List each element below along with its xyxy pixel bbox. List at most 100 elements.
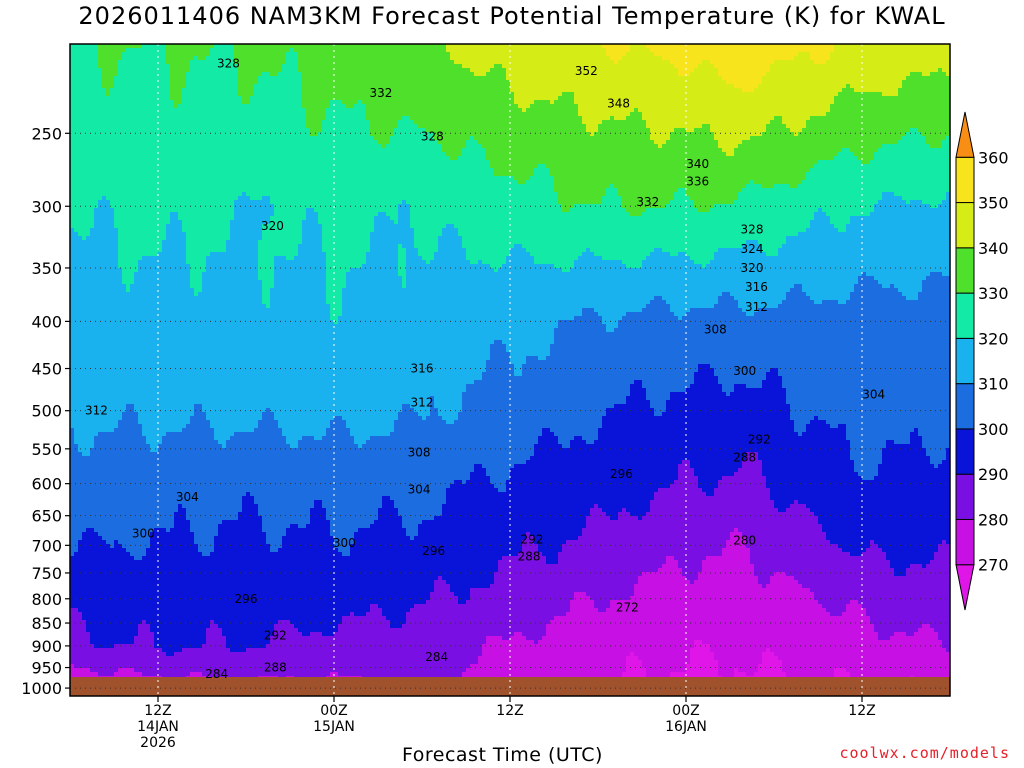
heat-cell <box>234 68 239 73</box>
heat-cell <box>750 96 755 101</box>
heat-cell <box>502 76 507 81</box>
heat-cell <box>770 124 775 129</box>
heat-cell <box>250 44 255 49</box>
heat-cell <box>194 48 199 53</box>
heat-cell <box>226 64 231 69</box>
heat-cell <box>294 104 299 109</box>
heat-cell <box>946 92 950 97</box>
heat-cell <box>406 132 411 137</box>
heat-cell <box>838 112 843 117</box>
heat-cell <box>642 100 647 105</box>
heat-cell <box>414 60 419 65</box>
heat-cell <box>98 44 103 49</box>
heat-cell <box>238 52 243 57</box>
heat-cell <box>698 116 703 121</box>
heat-cell <box>514 120 519 125</box>
heat-cell <box>706 108 711 113</box>
heat-cell <box>534 56 539 61</box>
heat-cell <box>738 108 743 113</box>
heat-cell <box>218 96 223 101</box>
heat-cell <box>178 88 183 93</box>
heat-cell <box>930 64 935 69</box>
heat-cell <box>222 124 227 129</box>
heat-cell <box>246 96 251 101</box>
heat-cell <box>466 76 471 81</box>
heat-cell <box>690 68 695 73</box>
heat-cell <box>666 116 671 121</box>
heat-cell <box>438 80 443 85</box>
heat-cell <box>366 80 371 85</box>
heat-cell <box>526 84 531 89</box>
heat-cell <box>354 112 359 117</box>
heat-cell <box>558 64 563 69</box>
heat-cell <box>354 108 359 113</box>
heat-cell <box>242 48 247 53</box>
heat-cell <box>466 104 471 109</box>
heat-cell <box>734 96 739 101</box>
heat-cell <box>838 44 843 49</box>
heat-cell <box>310 56 315 61</box>
heat-cell <box>294 100 299 105</box>
heat-cell <box>578 76 583 81</box>
heat-cell <box>574 80 579 85</box>
heat-cell <box>274 60 279 65</box>
heat-cell <box>826 124 831 129</box>
heat-cell <box>850 124 855 129</box>
heat-cell <box>410 80 415 85</box>
heat-cell <box>730 128 735 133</box>
heat-cell <box>938 68 943 73</box>
heat-cell <box>194 52 199 57</box>
heat-cell <box>554 104 559 109</box>
heat-cell <box>294 92 299 97</box>
heat-cell <box>666 44 671 49</box>
heat-cell <box>322 92 327 97</box>
heat-cell <box>422 56 427 61</box>
heat-cell <box>274 116 279 121</box>
heat-cell <box>466 96 471 101</box>
heat-cell <box>522 64 527 69</box>
heat-cell <box>266 44 271 49</box>
heat-cell <box>746 92 751 97</box>
heat-cell <box>930 68 935 73</box>
heat-cell <box>358 84 363 89</box>
heat-cell <box>78 108 83 113</box>
heat-cell <box>946 88 950 93</box>
heat-cell <box>234 104 239 109</box>
heat-cell <box>74 72 79 77</box>
heat-cell <box>942 56 947 61</box>
heat-cell <box>498 112 503 117</box>
heat-cell <box>310 48 315 53</box>
heat-cell <box>326 72 331 77</box>
heat-cell <box>802 80 807 85</box>
heat-cell <box>890 64 895 69</box>
heat-cell <box>714 52 719 57</box>
heat-cell <box>766 120 771 125</box>
heat-cell <box>446 76 451 81</box>
heat-cell <box>174 120 179 125</box>
heat-cell <box>726 80 731 85</box>
heat-cell <box>746 88 751 93</box>
heat-cell <box>794 60 799 65</box>
heat-cell <box>538 60 543 65</box>
heat-cell <box>778 80 783 85</box>
heat-cell <box>346 60 351 65</box>
heat-cell <box>730 44 735 49</box>
heat-cell <box>854 48 859 53</box>
heat-cell <box>122 76 127 81</box>
heat-cell <box>186 44 191 49</box>
heat-cell <box>194 68 199 73</box>
heat-cell <box>578 112 583 117</box>
heat-cell <box>202 44 207 49</box>
heat-cell <box>766 96 771 101</box>
heat-cell <box>562 44 567 49</box>
heat-cell <box>434 124 439 129</box>
heat-cell <box>402 52 407 57</box>
heat-cell <box>846 128 851 133</box>
heat-cell <box>222 84 227 89</box>
heat-cell <box>502 132 507 137</box>
heat-cell <box>898 92 903 97</box>
heat-cell <box>742 84 747 89</box>
heat-cell <box>314 124 319 129</box>
heat-cell <box>530 132 535 137</box>
heat-cell <box>750 52 755 57</box>
